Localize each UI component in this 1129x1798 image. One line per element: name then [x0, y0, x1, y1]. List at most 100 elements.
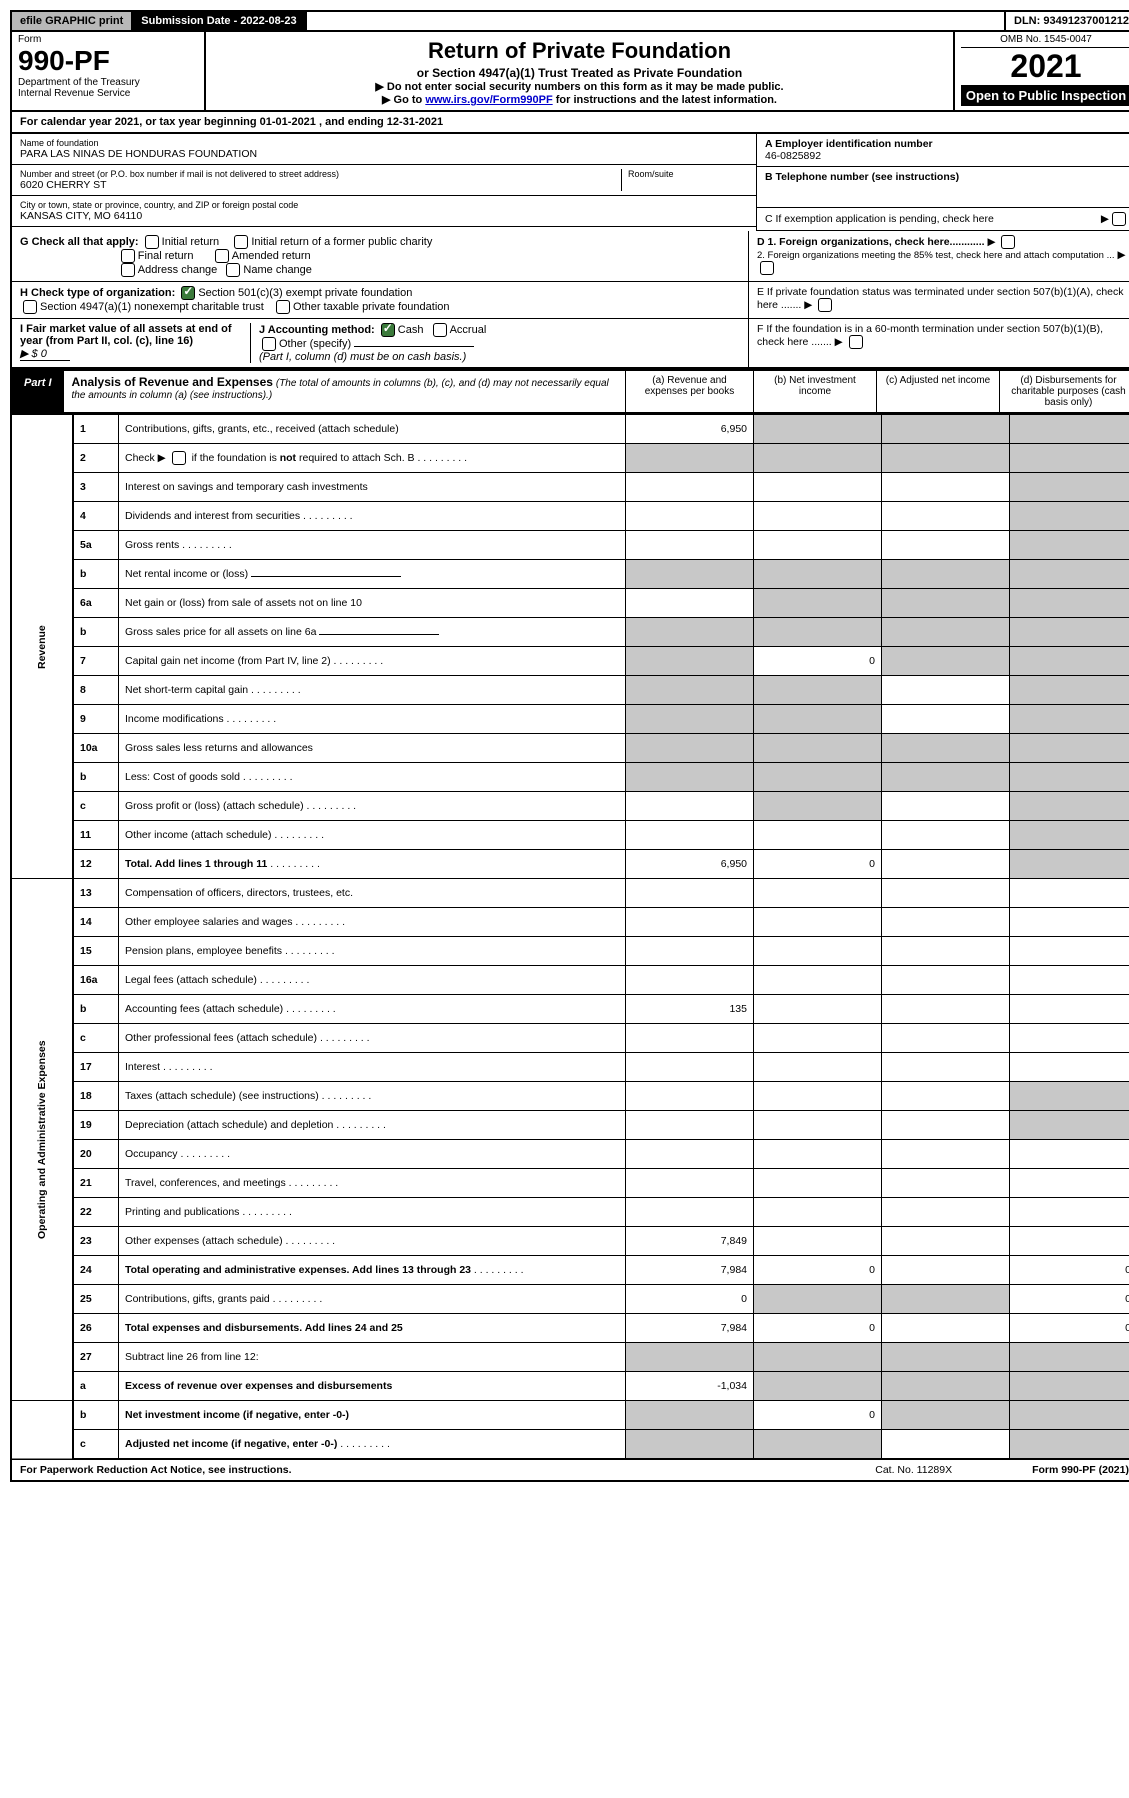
- r1-d: [1010, 415, 1129, 444]
- table-row: 19Depreciation (attach schedule) and dep…: [11, 1111, 1129, 1140]
- cb-schb[interactable]: [172, 451, 186, 465]
- r10b-c: [882, 763, 1010, 792]
- r17-a: [626, 1053, 754, 1082]
- e-cb[interactable]: [818, 298, 832, 312]
- cb-name-change[interactable]: [226, 263, 240, 277]
- r5a-num: 5a: [73, 531, 119, 560]
- city-value: KANSAS CITY, MO 64110: [20, 210, 748, 222]
- r27b-desc: Net investment income (if negative, ente…: [119, 1401, 626, 1430]
- r25-desc: Contributions, gifts, grants paid: [119, 1285, 626, 1314]
- r25-d: 0: [1010, 1285, 1129, 1314]
- r15-b: [754, 937, 882, 966]
- row-g-d: G Check all that apply: Initial return I…: [10, 231, 1129, 282]
- f-cb[interactable]: [849, 335, 863, 349]
- note-link: ▶ Go to www.irs.gov/Form990PF for instru…: [210, 93, 949, 106]
- r13-c: [882, 879, 1010, 908]
- d2-cb[interactable]: [760, 261, 774, 275]
- form-word: Form: [18, 34, 198, 45]
- r17-num: 17: [73, 1053, 119, 1082]
- irs-link[interactable]: www.irs.gov/Form990PF: [425, 94, 552, 106]
- i-value: ▶ $ 0: [20, 347, 70, 361]
- r13-b: [754, 879, 882, 908]
- r19-a: [626, 1111, 754, 1140]
- cb-amended[interactable]: [215, 249, 229, 263]
- form-number: 990-PF: [18, 45, 198, 77]
- r8-a: [626, 676, 754, 705]
- r10a-c: [882, 734, 1010, 763]
- r6a-num: 6a: [73, 589, 119, 618]
- revenue-vlabel: Revenue: [11, 415, 73, 879]
- r16c-c: [882, 1024, 1010, 1053]
- j-accrual: Accrual: [450, 324, 487, 336]
- r15-num: 15: [73, 937, 119, 966]
- efile-label: efile GRAPHIC print: [12, 12, 133, 30]
- r2-num: 2: [73, 444, 119, 473]
- r16a-a: [626, 966, 754, 995]
- cb-final[interactable]: [121, 249, 135, 263]
- r20-d: [1010, 1140, 1129, 1169]
- header-left: Form 990-PF Department of the Treasury I…: [12, 32, 206, 110]
- r20-num: 20: [73, 1140, 119, 1169]
- cb-cash[interactable]: [381, 323, 395, 337]
- cb-initial[interactable]: [145, 235, 159, 249]
- cb-addr-change[interactable]: [121, 263, 135, 277]
- table-row: 12Total. Add lines 1 through 116,9500: [11, 850, 1129, 879]
- r27-desc: Subtract line 26 from line 12:: [119, 1343, 626, 1372]
- note-ssn: ▶ Do not enter social security numbers o…: [210, 80, 949, 93]
- col-a-header: (a) Revenue and expenses per books: [625, 371, 753, 412]
- r12-c: [882, 850, 1010, 879]
- r22-a: [626, 1198, 754, 1227]
- r9-desc: Income modifications: [119, 705, 626, 734]
- table-row: 17Interest: [11, 1053, 1129, 1082]
- r10b-num: b: [73, 763, 119, 792]
- cb-other-method[interactable]: [262, 337, 276, 351]
- r17-c: [882, 1053, 1010, 1082]
- r4-a: [626, 502, 754, 531]
- cb-accrual[interactable]: [433, 323, 447, 337]
- r16b-c: [882, 995, 1010, 1024]
- table-row: Revenue 1 Contributions, gifts, grants, …: [11, 415, 1129, 444]
- c-label: C If exemption application is pending, c…: [765, 213, 1101, 225]
- r18-c: [882, 1082, 1010, 1111]
- r27b-a: [626, 1401, 754, 1430]
- r14-d: [1010, 908, 1129, 937]
- r7-a: [626, 647, 754, 676]
- table-row: bNet investment income (if negative, ent…: [11, 1401, 1129, 1430]
- h-opt1: Section 501(c)(3) exempt private foundat…: [198, 287, 412, 299]
- r9-b: [754, 705, 882, 734]
- table-row: 5aGross rents: [11, 531, 1129, 560]
- r27-num: 27: [73, 1343, 119, 1372]
- cb-other-taxable[interactable]: [276, 300, 290, 314]
- r7-b: 0: [754, 647, 882, 676]
- r23-a: 7,849: [626, 1227, 754, 1256]
- r10c-num: c: [73, 792, 119, 821]
- f-section: F If the foundation is in a 60-month ter…: [748, 319, 1129, 368]
- column-headers: (a) Revenue and expenses per books (b) N…: [625, 371, 1129, 412]
- table-row: 14Other employee salaries and wages: [11, 908, 1129, 937]
- r18-b: [754, 1082, 882, 1111]
- cb-4947[interactable]: [23, 300, 37, 314]
- r10a-desc: Gross sales less returns and allowances: [119, 734, 626, 763]
- f-label: F If the foundation is in a 60-month ter…: [757, 323, 1103, 348]
- c-checkbox[interactable]: [1112, 212, 1126, 226]
- d2-label: 2. Foreign organizations meeting the 85%…: [757, 250, 1115, 261]
- table-row: 16aLegal fees (attach schedule): [11, 966, 1129, 995]
- r25-c: [882, 1285, 1010, 1314]
- table-row: 25Contributions, gifts, grants paid00: [11, 1285, 1129, 1314]
- r10b-a: [626, 763, 754, 792]
- r8-num: 8: [73, 676, 119, 705]
- d1-cb[interactable]: [1001, 235, 1015, 249]
- header-right: OMB No. 1545-0047 2021 Open to Public In…: [953, 32, 1129, 110]
- r17-b: [754, 1053, 882, 1082]
- cb-501c3[interactable]: [181, 286, 195, 300]
- col-d-header: (d) Disbursements for charitable purpose…: [999, 371, 1129, 412]
- r10b-d: [1010, 763, 1129, 792]
- table-row: 23Other expenses (attach schedule)7,849: [11, 1227, 1129, 1256]
- r4-c: [882, 502, 1010, 531]
- r5b-d: [1010, 560, 1129, 589]
- r4-num: 4: [73, 502, 119, 531]
- cb-initial-former[interactable]: [234, 235, 248, 249]
- j-note: (Part I, column (d) must be on cash basi…: [259, 351, 466, 363]
- r10a-d: [1010, 734, 1129, 763]
- r25-b: [754, 1285, 882, 1314]
